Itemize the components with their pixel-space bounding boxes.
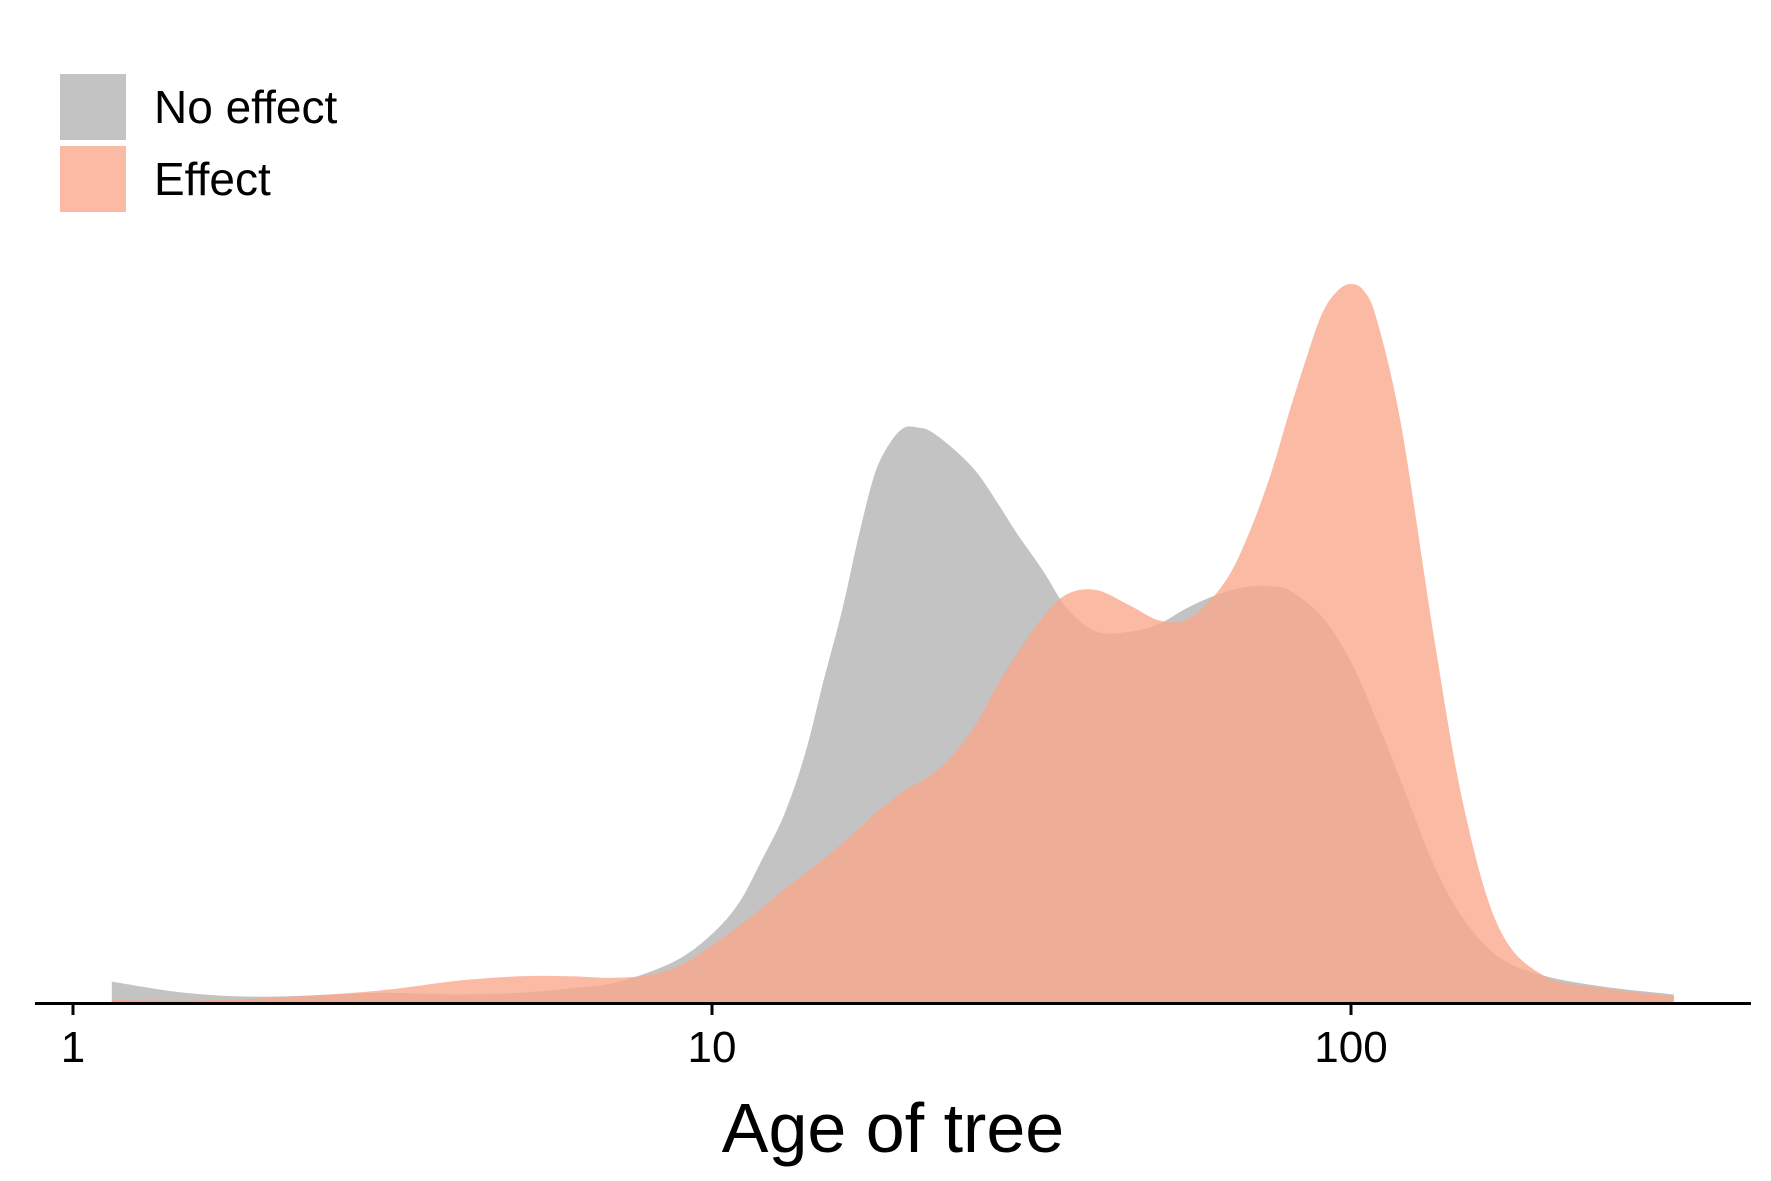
legend-label: No effect <box>154 81 337 133</box>
plot-area <box>111 284 1674 1003</box>
x-tick-label: 10 <box>688 1023 737 1072</box>
legend-label: Effect <box>154 153 271 205</box>
legend: No effect Effect <box>60 74 337 212</box>
legend-swatch-effect <box>60 146 126 212</box>
x-axis-title: Age of tree <box>722 1089 1064 1167</box>
legend-swatch-no-effect <box>60 74 126 140</box>
x-tick-label: 100 <box>1314 1023 1387 1072</box>
x-tick-label: 1 <box>61 1023 85 1072</box>
x-axis-ticks: 1 10 100 <box>61 1003 1388 1072</box>
density-area-effect <box>111 284 1674 1002</box>
